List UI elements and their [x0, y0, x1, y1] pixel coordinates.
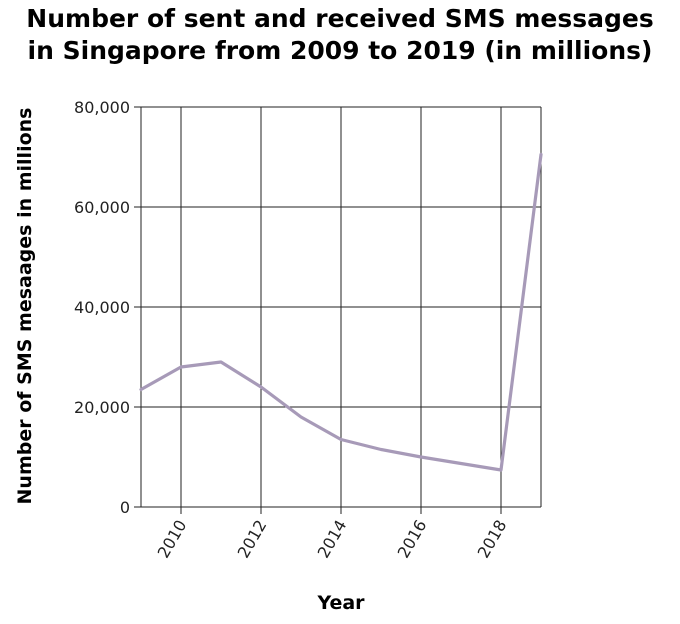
x-tick-label: 2014 — [314, 517, 351, 562]
series-layer — [139, 152, 543, 472]
y-tick-label: 40,000 — [74, 298, 130, 317]
y-tick-label: 20,000 — [74, 398, 130, 417]
y-tick-label: 80,000 — [74, 98, 130, 117]
chart-title-line-2: in Singapore from 2009 to 2019 (in milli… — [27, 36, 653, 65]
x-tick-label: 2016 — [394, 517, 431, 562]
grid — [140, 106, 542, 508]
chart-title-line-1: Number of sent and received SMS messages — [26, 4, 654, 33]
y-tick-label: 60,000 — [74, 198, 130, 217]
x-tick-label: 2012 — [234, 517, 271, 562]
x-axis-ticks: 2010 2012 2014 2016 2018 — [154, 507, 511, 562]
y-tick-label: 0 — [120, 498, 130, 517]
x-tick-label: 2018 — [474, 517, 511, 562]
y-axis-label: Number of SMS mesaages in millions — [14, 108, 36, 505]
x-tick-label: 2010 — [154, 517, 191, 562]
y-axis-ticks: 0 20,000 40,000 60,000 80,000 — [74, 98, 141, 517]
x-axis-label: Year — [316, 592, 365, 614]
series-line — [139, 152, 543, 472]
